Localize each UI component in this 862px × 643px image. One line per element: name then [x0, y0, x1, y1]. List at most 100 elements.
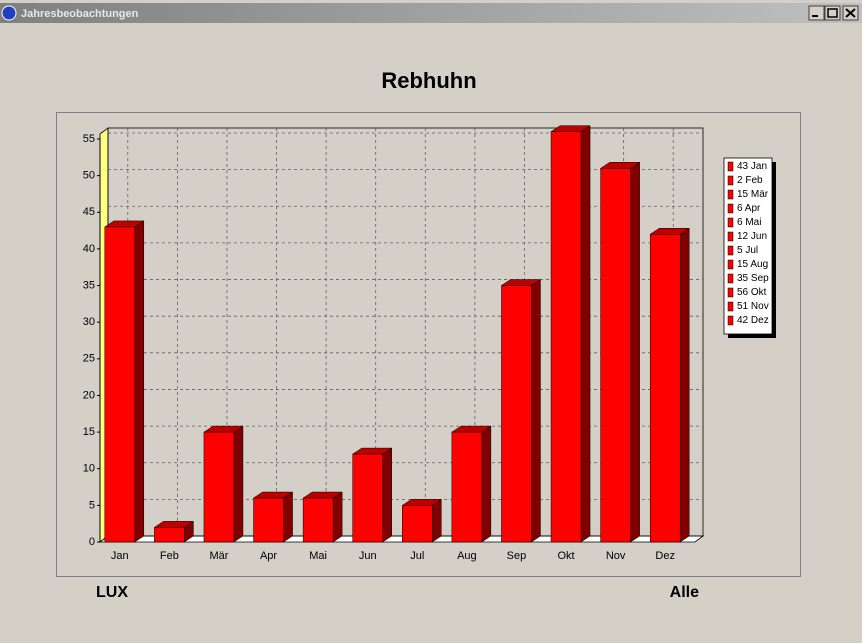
bar-side [630, 161, 640, 543]
bar [600, 168, 631, 543]
legend-value: 2 [737, 175, 743, 186]
y-tick-label: 20 [83, 389, 95, 401]
x-tick-label: Jan [111, 550, 129, 562]
bar [203, 431, 235, 543]
y-tick-label: 45 [83, 206, 95, 218]
window-title: Jahresbeobachtungen [21, 8, 139, 20]
legend-label: 35 Sep [737, 273, 769, 284]
legend-value: 6 [737, 203, 743, 214]
minimize-button[interactable] [808, 5, 825, 21]
bar-side [481, 425, 492, 543]
legend-category: Sep [751, 273, 769, 284]
bar-side [332, 491, 343, 543]
legend-label: 56 Okt [737, 287, 767, 298]
legend-swatch [727, 217, 734, 228]
legend-swatch [727, 161, 734, 172]
legend-category: Jun [751, 231, 767, 242]
legend-value: 15 [737, 189, 749, 200]
legend-category: Mär [751, 189, 769, 200]
legend-value: 35 [737, 273, 749, 284]
bar-side [233, 425, 244, 543]
x-tick-label: Mär [209, 550, 228, 562]
bar [550, 131, 582, 543]
legend-category: Jan [751, 161, 767, 172]
bar-side [531, 279, 541, 543]
legend-label: 6 Apr [737, 203, 761, 214]
window-buttons [808, 5, 859, 21]
y-tick-label: 5 [89, 499, 95, 511]
y-tick-label: 25 [83, 353, 95, 365]
bar [104, 226, 136, 543]
legend-value: 51 [737, 301, 749, 312]
x-tick-label: Jul [410, 550, 424, 562]
bar [253, 497, 284, 543]
bar [501, 285, 532, 543]
legend-swatch [727, 259, 734, 270]
legend-category: Okt [751, 287, 767, 298]
bar [402, 505, 433, 543]
legend-category: Mai [745, 217, 761, 228]
chart-title: Rebhuhn [381, 68, 476, 93]
bar-side [134, 220, 145, 543]
legend-category: Nov [751, 301, 769, 312]
legend-value: 12 [737, 231, 749, 242]
y-tick-label: 35 [83, 279, 95, 291]
x-tick-label: Aug [457, 550, 477, 562]
bar [451, 431, 483, 543]
legend-value: 15 [737, 259, 749, 270]
legend-value: 5 [737, 245, 743, 256]
y-tick-label: 30 [83, 316, 95, 328]
legend-swatch [727, 189, 734, 200]
legend-value: 42 [737, 315, 749, 326]
x-tick-label: Nov [606, 550, 626, 562]
y-tick-label: 50 [83, 170, 95, 182]
legend-category: Feb [745, 175, 763, 186]
legend-label: 6 Mai [737, 217, 761, 228]
bar-side [580, 125, 591, 543]
x-tick-label: Dez [655, 550, 675, 562]
legend-value: 43 [737, 161, 749, 172]
legend-swatch [727, 287, 734, 298]
y-tick-label: 40 [83, 243, 95, 255]
legend-label: 51 Nov [737, 301, 769, 312]
bar [154, 527, 185, 543]
bar [649, 234, 681, 543]
x-tick-label: Jun [359, 550, 377, 562]
title-bar [0, 3, 862, 23]
bar [302, 497, 334, 543]
legend-value: 6 [737, 217, 743, 228]
x-tick-label: Sep [507, 550, 527, 562]
y-tick-label: 15 [83, 426, 95, 438]
legend-label: 15 Aug [737, 259, 768, 270]
x-tick-label: Okt [557, 550, 574, 562]
y-tick-label: 0 [89, 536, 95, 548]
legend-label: 42 Dez [737, 315, 769, 326]
legend-swatch [727, 245, 734, 256]
legend-category: Jul [745, 245, 758, 256]
legend-category: Apr [745, 203, 761, 214]
bar-side [679, 227, 690, 543]
legend-swatch [727, 203, 734, 214]
legend-category: Dez [751, 315, 769, 326]
maximize-icon [827, 8, 838, 18]
close-icon [845, 8, 856, 18]
legend-label: 15 Mär [737, 189, 769, 200]
legend-label: 2 Feb [737, 175, 763, 186]
x-tick-label: Mai [309, 550, 327, 562]
legend-value: 56 [737, 287, 749, 298]
legend-swatch [727, 315, 734, 326]
y-tick-label: 55 [83, 133, 95, 145]
bar-side [283, 491, 293, 543]
bar [352, 453, 383, 543]
bar-side [432, 498, 442, 543]
legend-swatch [727, 273, 734, 284]
legend-label: 5 Jul [737, 245, 758, 256]
legend-swatch [727, 175, 734, 186]
bar-side [382, 447, 392, 543]
legend-label: 12 Jun [737, 231, 767, 242]
y-tick-label: 10 [83, 463, 95, 475]
legend-label: 43 Jan [737, 161, 767, 172]
